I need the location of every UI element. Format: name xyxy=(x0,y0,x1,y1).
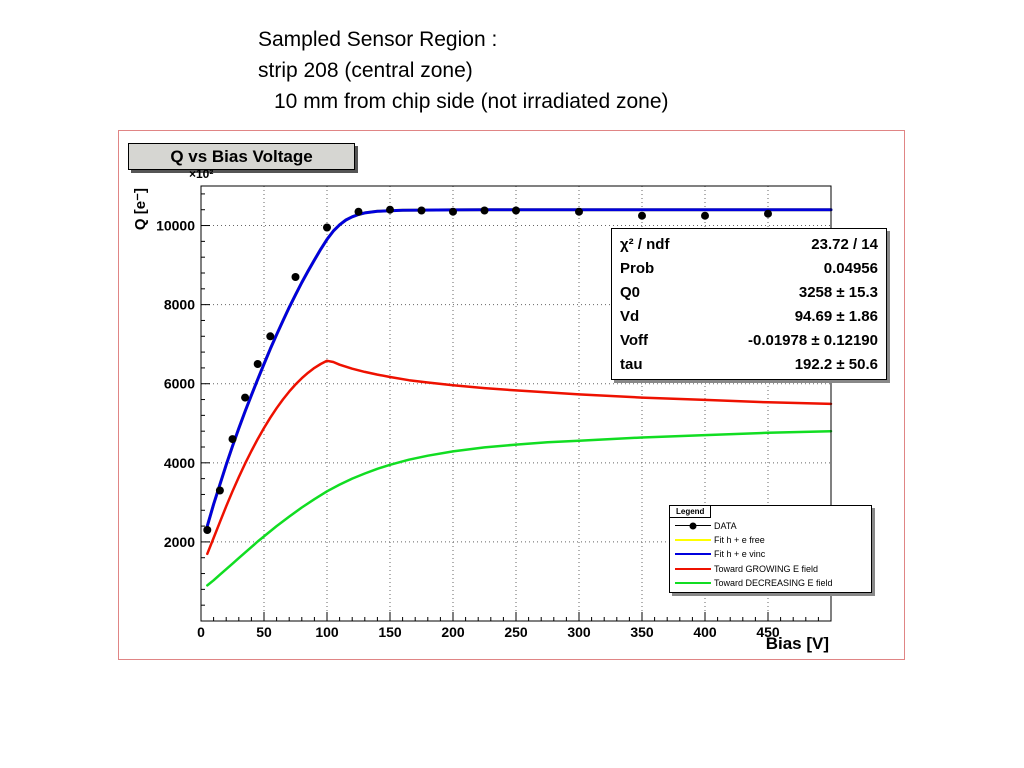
y-tick-label: 2000 xyxy=(164,534,195,550)
plot-canvas: 0 50 100 150 200 250 300 350 400 450 2000 4000 6000 8… xyxy=(156,185,833,640)
x-tick-label: 250 xyxy=(504,624,528,640)
data-point xyxy=(575,207,583,216)
data-point xyxy=(701,211,709,220)
x-tick-label: 200 xyxy=(441,624,465,640)
data-point xyxy=(512,206,520,215)
data-point xyxy=(253,360,262,368)
x-tick-label: 100 xyxy=(315,624,339,640)
stat-row-tau: tau 192.2 ± 50.6 xyxy=(620,356,878,373)
data-point xyxy=(203,526,212,534)
stat-value: 192.2 ± 50.6 xyxy=(794,355,878,373)
series-line xyxy=(205,208,833,528)
data-point xyxy=(638,211,646,220)
legend-dot-icon xyxy=(689,522,697,530)
stat-label: χ² / ndf xyxy=(620,235,670,253)
header-line-3: 10 mm from chip side (not irradiated zon… xyxy=(274,90,669,113)
data-point xyxy=(417,206,426,215)
data-point xyxy=(386,205,394,214)
legend-marker-line xyxy=(672,549,714,559)
legend-entry-label: DATA xyxy=(714,521,737,532)
header-line-1: Sampled Sensor Region : xyxy=(258,28,498,51)
stat-label: Q0 xyxy=(620,283,641,301)
data-point xyxy=(241,393,250,402)
data-point xyxy=(354,207,363,216)
x-tick-label: 50 xyxy=(256,624,272,640)
plot-title-box: Q vs Bias Voltage xyxy=(128,143,355,170)
slide-header: Sampled Sensor Region : strip 208 (centr… xyxy=(258,24,669,117)
data-point xyxy=(228,435,237,444)
stat-value: 23.72 / 14 xyxy=(811,235,878,253)
legend-box: Legend DATA Fit h + e free Fit h + e vinc T… xyxy=(669,505,872,593)
legend-marker-line xyxy=(672,535,714,545)
y-tick-label: 4000 xyxy=(164,455,195,471)
stat-value: 0.04956 xyxy=(823,259,878,277)
x-tick-label: 450 xyxy=(756,624,780,640)
legend-entry: Fit h + e vinc xyxy=(672,549,869,559)
stat-value: 94.69 ± 1.86 xyxy=(794,307,878,325)
legend-entry-label: Fit h + e free xyxy=(714,535,765,546)
legend-entry: Toward DECREASING E field xyxy=(672,578,869,588)
data-point xyxy=(764,209,772,218)
stat-label: tau xyxy=(620,355,643,373)
stat-row-q0: Q0 3258 ± 15.3 xyxy=(620,284,878,301)
y-axis-title: Q [e⁻] xyxy=(132,188,149,231)
data-point xyxy=(480,206,489,215)
stat-row-vd: Vd 94.69 ± 1.86 xyxy=(620,308,878,325)
chart-panel: 0 50 100 150 200 250 300 350 400 450 2000 4000 6000 8… xyxy=(118,130,905,660)
stat-label: Prob xyxy=(620,259,655,277)
legend-entry-label: Toward DECREASING E field xyxy=(714,577,833,588)
y-tick-label: 10000 xyxy=(156,218,195,234)
x-tick-label: 0 xyxy=(197,624,205,640)
legend-marker-circle xyxy=(672,521,714,531)
legend-entry-label: Fit h + e vinc xyxy=(714,549,766,560)
legend-title: Legend xyxy=(669,505,712,518)
stat-label: Voff xyxy=(620,331,649,349)
legend-entries: DATA Fit h + e free Fit h + e vinc Toward G… xyxy=(672,519,869,590)
stat-row-prob: Prob 0.04956 xyxy=(620,260,878,277)
header-line-2: strip 208 (central zone) xyxy=(258,59,473,82)
stat-row-chi2: χ² / ndf 23.72 / 14 xyxy=(620,236,878,253)
plot-title-text: Q vs Bias Voltage xyxy=(170,146,313,166)
data-point xyxy=(215,486,224,495)
legend-entry-label: Toward GROWING E field xyxy=(714,563,819,574)
legend-entry: Toward GROWING E field xyxy=(672,564,869,574)
y-tick-label: 6000 xyxy=(164,376,195,392)
stat-value: 3258 ± 15.3 xyxy=(798,283,878,301)
stat-label: Vd xyxy=(620,307,640,325)
series-line xyxy=(206,359,833,556)
y-axis-multiplier: ×10² xyxy=(189,167,214,181)
x-tick-label: 150 xyxy=(378,624,402,640)
legend-entry: DATA xyxy=(672,521,869,531)
data-point xyxy=(323,223,331,232)
stat-row-voff: Voff -0.01978 ± 0.12190 xyxy=(620,332,878,349)
stat-value: -0.01978 ± 0.12190 xyxy=(747,331,878,349)
legend-marker-line xyxy=(672,578,714,588)
data-point xyxy=(291,273,300,281)
y-tick-label: 8000 xyxy=(164,297,195,313)
data-point xyxy=(449,207,457,216)
x-tick-label: 350 xyxy=(630,624,654,640)
series-line xyxy=(206,429,833,587)
legend-marker-line xyxy=(672,564,714,574)
x-axis-title: Bias [V] xyxy=(765,634,829,653)
x-tick-label: 300 xyxy=(567,624,591,640)
data-point xyxy=(266,332,275,341)
legend-entry: Fit h + e free xyxy=(672,535,869,545)
x-tick-label: 400 xyxy=(693,624,717,640)
fit-stats-box: χ² / ndf 23.72 / 14 Prob 0.04956 Q0 3258… xyxy=(611,228,887,380)
